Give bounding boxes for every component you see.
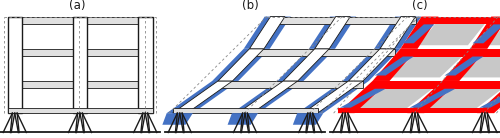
Polygon shape xyxy=(400,49,500,57)
Bar xyxy=(138,17,152,113)
Bar xyxy=(8,81,152,88)
Text: (b): (b) xyxy=(242,0,258,12)
Polygon shape xyxy=(403,24,434,43)
Polygon shape xyxy=(250,17,285,49)
Polygon shape xyxy=(374,17,422,49)
Polygon shape xyxy=(166,81,238,113)
Polygon shape xyxy=(228,113,258,125)
Polygon shape xyxy=(270,17,416,24)
Polygon shape xyxy=(422,17,500,24)
Polygon shape xyxy=(244,17,291,49)
Bar xyxy=(8,17,152,24)
Bar xyxy=(8,49,152,56)
Bar xyxy=(73,17,88,113)
Polygon shape xyxy=(472,24,500,43)
Polygon shape xyxy=(232,81,304,113)
Polygon shape xyxy=(238,81,298,113)
Polygon shape xyxy=(375,57,414,75)
Bar xyxy=(8,108,152,113)
Polygon shape xyxy=(250,49,394,56)
Polygon shape xyxy=(162,113,193,125)
Polygon shape xyxy=(480,89,500,108)
Polygon shape xyxy=(356,83,440,110)
Polygon shape xyxy=(470,17,500,49)
Polygon shape xyxy=(460,51,500,77)
Polygon shape xyxy=(315,17,350,49)
Polygon shape xyxy=(390,51,468,77)
Polygon shape xyxy=(442,49,488,81)
Polygon shape xyxy=(338,108,492,113)
Polygon shape xyxy=(297,81,369,113)
Polygon shape xyxy=(212,49,270,81)
Polygon shape xyxy=(372,81,500,89)
Text: (c): (c) xyxy=(412,0,428,12)
Polygon shape xyxy=(408,81,460,113)
Polygon shape xyxy=(218,49,264,81)
Polygon shape xyxy=(172,108,318,113)
Polygon shape xyxy=(410,89,456,108)
Polygon shape xyxy=(418,19,489,45)
Polygon shape xyxy=(278,49,335,81)
Bar xyxy=(8,17,22,113)
Polygon shape xyxy=(400,17,438,49)
Text: (a): (a) xyxy=(69,0,86,12)
Polygon shape xyxy=(425,83,500,110)
Polygon shape xyxy=(477,81,500,113)
Polygon shape xyxy=(309,17,356,49)
Polygon shape xyxy=(338,81,390,113)
Polygon shape xyxy=(348,49,395,81)
Polygon shape xyxy=(218,81,363,88)
Polygon shape xyxy=(283,49,329,81)
Polygon shape xyxy=(488,19,500,45)
Polygon shape xyxy=(444,57,484,75)
Polygon shape xyxy=(380,17,416,49)
Polygon shape xyxy=(293,113,324,125)
Polygon shape xyxy=(372,49,418,81)
Polygon shape xyxy=(303,81,363,113)
Polygon shape xyxy=(342,49,400,81)
Polygon shape xyxy=(340,89,386,108)
Polygon shape xyxy=(172,81,233,113)
